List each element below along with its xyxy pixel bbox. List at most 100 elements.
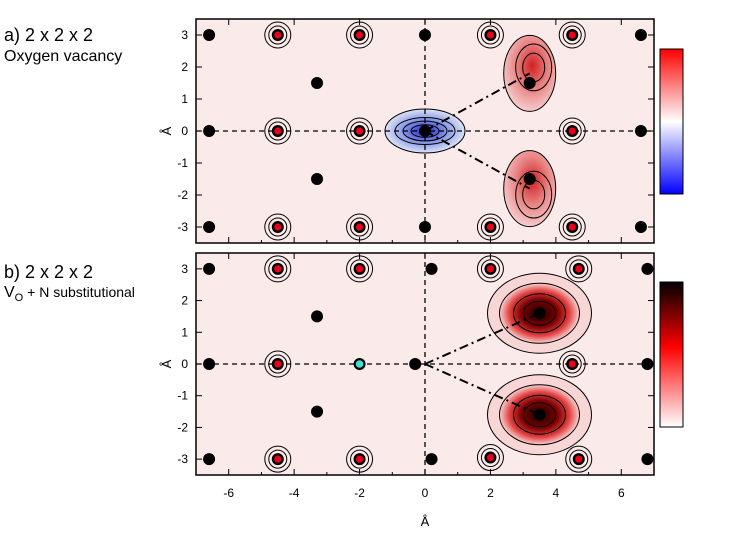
contour-line: [513, 293, 566, 334]
oxygen-site-marker: [568, 127, 576, 135]
contour-line: [565, 445, 593, 473]
atom-marker: [203, 29, 216, 41]
contour-line: [346, 117, 374, 145]
panel-b-subtitle-sub: O: [14, 292, 24, 304]
contour-line: [268, 25, 288, 45]
oxygen-site-marker: [355, 127, 364, 135]
contour-line: [268, 449, 288, 469]
atom-marker: [311, 173, 324, 185]
contour-line: [562, 217, 582, 237]
atom-marker: [634, 29, 647, 41]
y-tick-label: 0: [181, 357, 188, 371]
atom-marker: [641, 453, 654, 466]
y-tick-label: 1: [181, 325, 188, 339]
bond-guide-line: [424, 130, 531, 190]
panel-b-atoms: [203, 262, 654, 466]
x-tick-label: 4: [553, 486, 560, 500]
contour-line: [350, 217, 370, 237]
oxygen-site-marker: [568, 31, 576, 39]
y-tick-label: 2: [181, 294, 188, 308]
atom-marker: [311, 77, 324, 89]
oxygen-site-marker: [568, 223, 576, 231]
y-tick-label: 2: [181, 60, 188, 74]
atom-marker: [203, 262, 216, 275]
x-tick-label: -2: [354, 486, 365, 500]
contour-line: [558, 21, 586, 49]
atom-marker: [634, 125, 647, 137]
oxygen-site-marker: [575, 455, 583, 463]
panel-b-colorbar: [659, 281, 684, 428]
contour-line: [565, 255, 593, 283]
x-axis-label: Å: [421, 514, 430, 529]
atom-marker: [533, 307, 546, 320]
oxygen-site-marker: [274, 265, 282, 273]
contour-line: [350, 25, 370, 45]
atom-marker: [641, 358, 654, 370]
atom-marker: [409, 358, 422, 370]
nitrogen-site-marker: [355, 360, 364, 368]
oxygen-site-marker: [486, 265, 495, 273]
panel-a-plot: -3 -2 -1 0 1 2 3 Å: [159, 18, 684, 244]
oxygen-site-marker: [355, 31, 364, 39]
contour-line: [480, 217, 500, 237]
panel-b-label: b) 2 x 2 x 2: [4, 262, 94, 282]
atom-marker: [419, 125, 431, 137]
contour-line: [562, 25, 582, 45]
contour-line: [264, 255, 292, 283]
contour-line: [558, 213, 586, 241]
panel-b-subtitle-rest: + N substitutional: [23, 284, 135, 300]
contour-line: [480, 259, 500, 279]
oxygen-site-marker: [355, 455, 364, 463]
contour-line: [562, 121, 582, 141]
atom-marker: [641, 262, 654, 275]
contour-line: [268, 259, 288, 279]
atom-marker: [203, 453, 216, 466]
oxygen-site-marker: [355, 223, 364, 231]
contour-line: [569, 259, 589, 279]
atom-marker: [203, 125, 216, 137]
panel-a-ticks: -3 -2 -1 0 1 2 3: [177, 19, 655, 243]
atom-marker: [203, 358, 216, 370]
contour-line: [523, 402, 556, 428]
atom-marker: [419, 221, 431, 233]
y-tick-label: -1: [177, 389, 188, 403]
y-tick-label: -3: [177, 452, 188, 466]
y-tick-label: -2: [177, 420, 188, 434]
x-tick-label: 0: [422, 486, 429, 500]
x-tick-label: 2: [487, 486, 494, 500]
panel-a-atoms: [203, 29, 647, 233]
y-tick-label: -2: [177, 188, 188, 202]
oxygen-site-marker: [568, 360, 576, 368]
panel-a-ylabel: Å: [159, 126, 174, 135]
atom-marker: [419, 29, 431, 41]
contour-line: [523, 300, 556, 326]
oxygen-site-marker: [486, 223, 495, 231]
oxygen-site-marker: [486, 453, 495, 462]
contour-line: [480, 448, 500, 468]
bond-guide-line: [424, 363, 540, 416]
contour-line: [264, 445, 292, 473]
contour-line: [264, 21, 292, 49]
y-tick-label: 3: [181, 262, 188, 276]
panel-b-plot: -6 -4 -2 0 2 4 6 -3 -2 -1 0 1 2 3 Å Å: [159, 252, 684, 529]
panel-a-label: a) 2 x 2 x 2: [4, 25, 94, 45]
atom-marker: [425, 453, 438, 466]
x-tick-label: -6: [223, 486, 234, 500]
y-tick-label: -1: [177, 156, 188, 170]
y-tick-label: -3: [177, 220, 188, 234]
atom-marker: [311, 405, 324, 418]
contour-line: [350, 449, 370, 469]
contour-line: [264, 213, 292, 241]
panel-b-ticks: -6 -4 -2 0 2 4 6 -3 -2 -1 0 1 2 3: [177, 253, 655, 500]
contour-line: [569, 449, 589, 469]
oxygen-site-marker: [274, 127, 282, 135]
bond-guide-line: [424, 312, 540, 365]
y-tick-label: 0: [181, 124, 188, 138]
bond-guide-line: [424, 72, 531, 132]
panel-b-subtitle-main: V: [4, 284, 15, 301]
oxygen-site-marker: [486, 31, 495, 39]
atom-marker: [523, 77, 536, 89]
oxygen-site-marker: [355, 265, 364, 273]
oxygen-site-marker: [274, 31, 282, 39]
oxygen-site-marker: [274, 360, 282, 368]
